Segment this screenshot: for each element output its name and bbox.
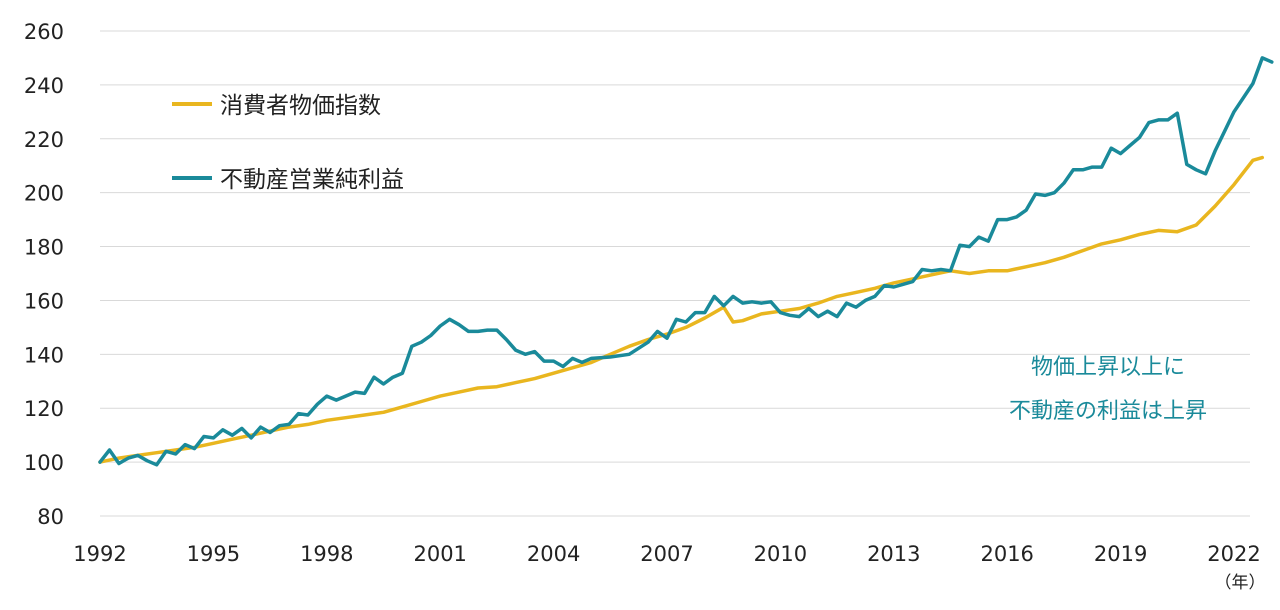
x-tick-label: 2010 bbox=[754, 542, 807, 566]
x-tick-label: 1992 bbox=[73, 542, 126, 566]
legend-label-cpi: 消費者物価指数 bbox=[220, 93, 381, 119]
x-tick-label: 2007 bbox=[640, 542, 693, 566]
y-tick-label: 220 bbox=[24, 128, 64, 152]
series-lines bbox=[98, 56, 1274, 467]
y-tick-label: 120 bbox=[24, 397, 64, 421]
series-line-cpi bbox=[98, 155, 1265, 464]
x-tick-label: 2013 bbox=[867, 542, 920, 566]
gridlines bbox=[100, 30, 1250, 517]
annotation: 物価上昇以上に 不動産の利益は上昇 bbox=[1009, 355, 1207, 424]
legend-label-noi: 不動産営業純利益 bbox=[220, 167, 404, 193]
x-axis-unit-label: （年） bbox=[1215, 573, 1266, 593]
x-tick-label: 2004 bbox=[527, 542, 580, 566]
legend: 消費者物価指数 不動産営業純利益 bbox=[172, 93, 404, 193]
y-tick-label: 240 bbox=[24, 74, 64, 98]
y-tick-label: 160 bbox=[24, 289, 64, 313]
y-tick-label: 100 bbox=[24, 451, 64, 475]
x-axis-ticks: 1992 1995 1998 2001 2004 2007 2010 2013 2016 2019… bbox=[73, 542, 1260, 566]
annotation-line-1: 物価上昇以上に bbox=[1031, 355, 1185, 380]
x-tick-label: 2001 bbox=[413, 542, 466, 566]
x-tick-label: 2022 bbox=[1207, 542, 1260, 566]
y-tick-label: 140 bbox=[24, 343, 64, 367]
x-tick-label: 1995 bbox=[187, 542, 240, 566]
series-line-noi bbox=[98, 56, 1274, 467]
x-tick-label: 1998 bbox=[300, 542, 353, 566]
y-tick-label: 260 bbox=[24, 20, 64, 44]
x-tick-label: 2016 bbox=[980, 542, 1033, 566]
y-axis-ticks: 80 100 120 140 160 180 200 220 240 260 bbox=[24, 20, 64, 529]
x-tick-label: 2019 bbox=[1094, 542, 1147, 566]
y-tick-label: 200 bbox=[24, 182, 64, 206]
y-tick-label: 80 bbox=[37, 505, 64, 529]
y-tick-label: 180 bbox=[24, 236, 64, 260]
annotation-line-2: 不動産の利益は上昇 bbox=[1009, 399, 1207, 424]
